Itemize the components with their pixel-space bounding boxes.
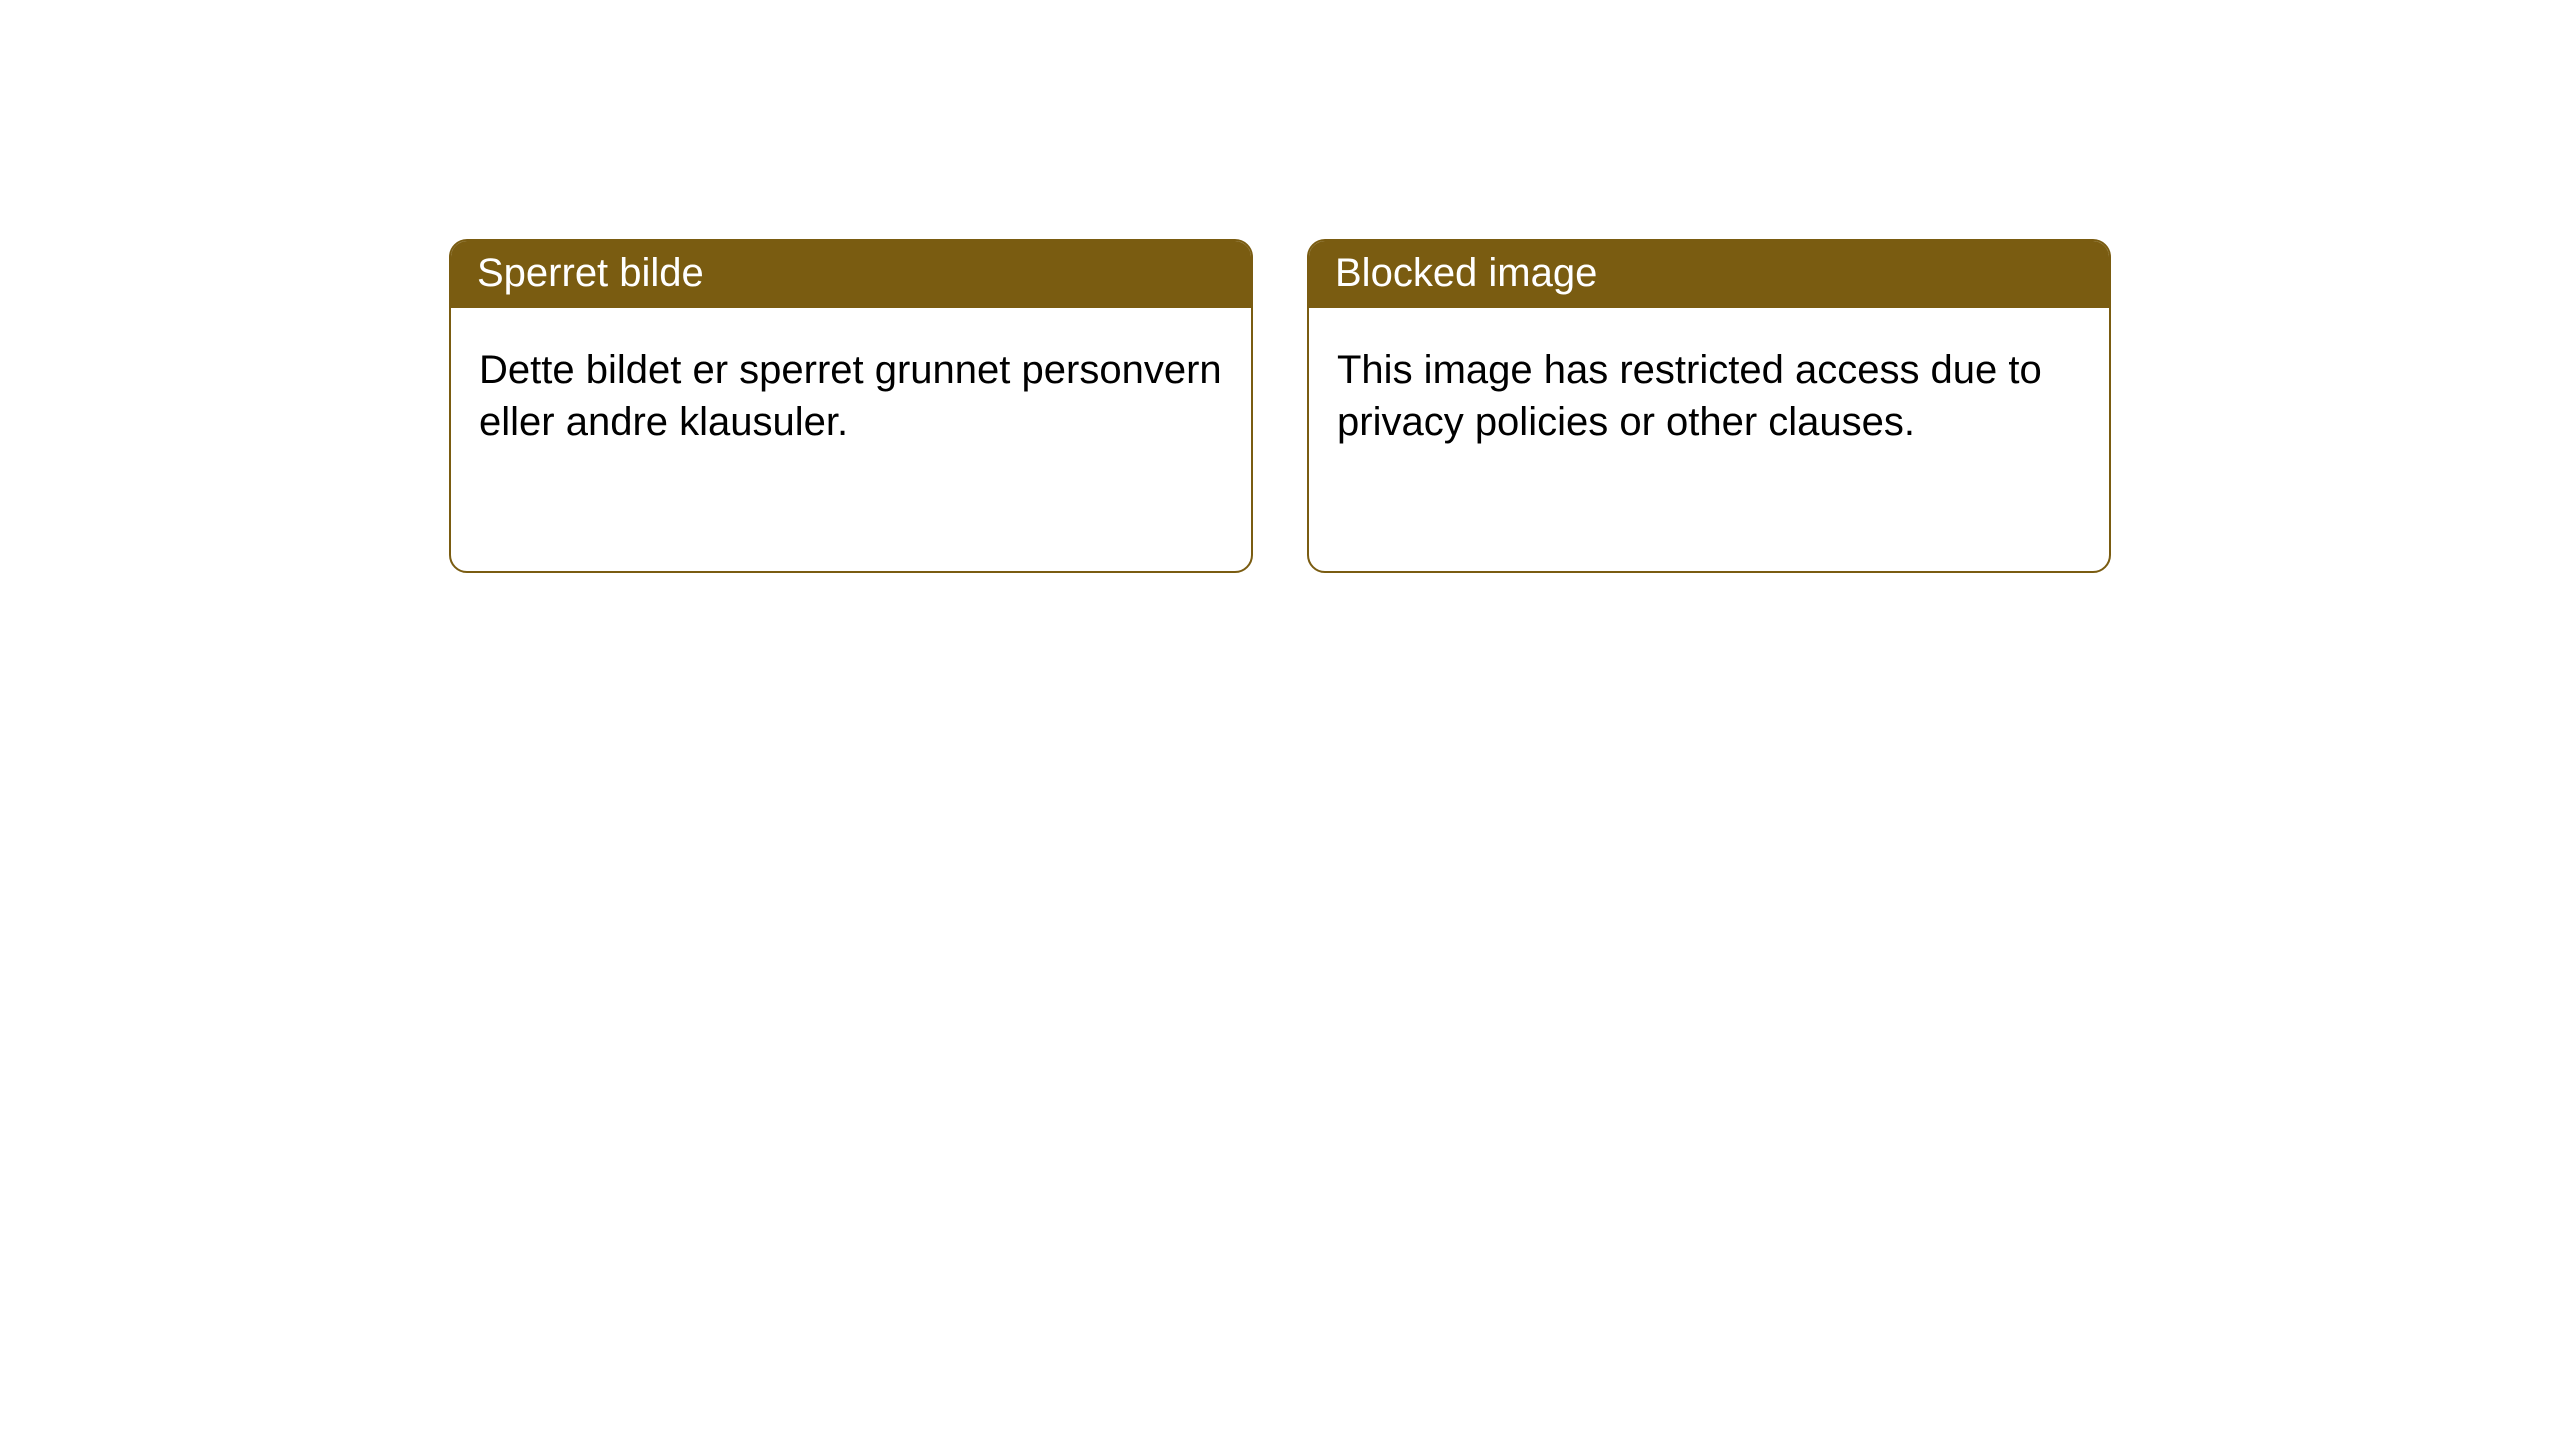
notice-title: Sperret bilde bbox=[451, 241, 1251, 308]
notice-container: Sperret bilde Dette bildet er sperret gr… bbox=[0, 0, 2560, 573]
notice-card-norwegian: Sperret bilde Dette bildet er sperret gr… bbox=[449, 239, 1253, 573]
notice-card-english: Blocked image This image has restricted … bbox=[1307, 239, 2111, 573]
notice-title: Blocked image bbox=[1309, 241, 2109, 308]
notice-body: Dette bildet er sperret grunnet personve… bbox=[451, 308, 1251, 476]
notice-body: This image has restricted access due to … bbox=[1309, 308, 2109, 476]
